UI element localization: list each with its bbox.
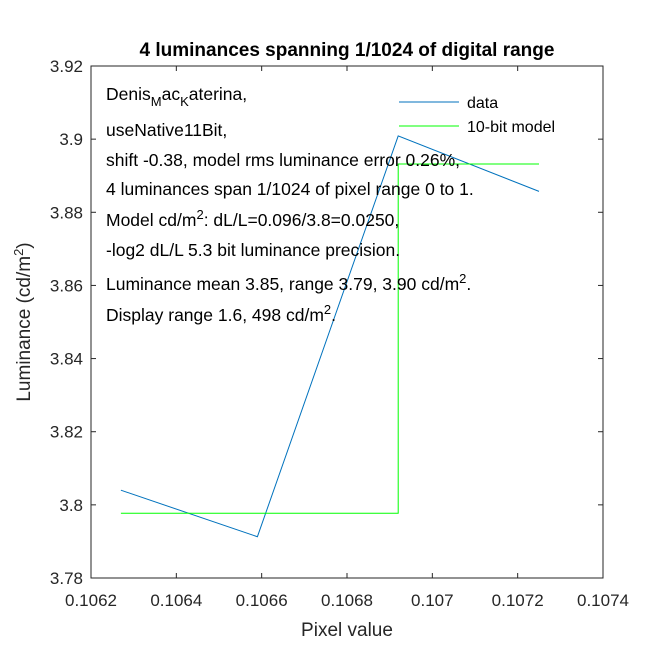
chart-title: 4 luminances spanning 1/1024 of digital … bbox=[140, 40, 555, 61]
annotation-block: DenisMacKaterina, useNative11Bit, shift … bbox=[106, 84, 474, 325]
annotation-line-4: 4 luminances span 1/1024 of pixel range … bbox=[106, 179, 474, 199]
x-ticks: 0.1062 0.1064 0.1066 0.1068 0.107 0.1072 0.107… bbox=[65, 66, 629, 610]
series-line-10-bit-model bbox=[120, 163, 539, 514]
annotation-line-5-b: : dL/L=0.096/3.8=0.0250, bbox=[204, 210, 400, 230]
annotation-line-7-a: Luminance mean 3.85, range 3.79, 3.90 cd… bbox=[106, 274, 459, 294]
x-tick-label: 0.1062 bbox=[65, 591, 117, 610]
annotation-line-3: shift -0.38, model rms luminance error 0… bbox=[106, 150, 460, 170]
y-tick-label: 3.88 bbox=[50, 203, 83, 222]
annotation-line-1-c: aterina, bbox=[189, 84, 247, 104]
y-axis-label: Luminance (cd/m2) bbox=[11, 242, 35, 401]
annotation-line-8-b: . bbox=[331, 305, 336, 325]
plot-area bbox=[90, 65, 604, 579]
y-tick-label: 3.9 bbox=[59, 130, 83, 149]
y-tick-label: 3.78 bbox=[50, 569, 83, 588]
y-tick-label: 3.84 bbox=[50, 350, 83, 369]
x-axis-label: Pixel value bbox=[301, 620, 393, 641]
y-tick-label: 3.8 bbox=[59, 496, 83, 515]
y-tick-label: 3.82 bbox=[50, 423, 83, 442]
annotation-line-8-a: Display range 1.6, 498 cd/m bbox=[106, 305, 324, 325]
x-tick-label: 0.1064 bbox=[150, 591, 202, 610]
y-tick-label: 3.86 bbox=[50, 276, 83, 295]
annotation-line-7: Luminance mean 3.85, range 3.79, 3.90 cd… bbox=[106, 271, 471, 294]
y-tick-label: 3.92 bbox=[50, 57, 83, 76]
y-axis-label-sup: 2 bbox=[11, 249, 26, 256]
annotation-line-5-sup: 2 bbox=[196, 207, 203, 222]
annotation-line-8: Display range 1.6, 498 cd/m2. bbox=[106, 302, 336, 325]
annotation-line-7-sup: 2 bbox=[459, 271, 466, 286]
x-tick-label: 0.1072 bbox=[492, 591, 544, 610]
x-tick-label: 0.1066 bbox=[236, 591, 288, 610]
x-tick-label: 0.1074 bbox=[577, 591, 629, 610]
annotation-line-1-sub2: K bbox=[180, 94, 189, 109]
annotation-line-1: DenisMacKaterina, bbox=[106, 84, 247, 109]
annotation-line-1-b: ac bbox=[162, 84, 181, 104]
annotation-line-5: Model cd/m2: dL/L=0.096/3.8=0.0250, bbox=[106, 207, 399, 230]
annotation-line-6: -log2 dL/L 5.3 bit luminance precision. bbox=[106, 240, 400, 260]
annotation-line-1-sub1: M bbox=[151, 94, 162, 109]
annotation-line-2: useNative11Bit, bbox=[106, 120, 227, 140]
series-layer bbox=[120, 135, 540, 538]
annotation-line-5-a: Model cd/m bbox=[106, 210, 196, 230]
x-tick-label: 0.107 bbox=[411, 591, 454, 610]
annotation-line-1-a: Denis bbox=[106, 84, 151, 104]
annotation-line-8-sup: 2 bbox=[324, 302, 331, 317]
legend: data 10-bit model bbox=[399, 95, 555, 136]
x-tick-label: 0.1068 bbox=[321, 591, 373, 610]
y-ticks: 3.78 3.8 3.82 3.84 3.86 3.88 3.9 3.92 bbox=[50, 57, 603, 588]
annotation-line-7-b: . bbox=[466, 274, 471, 294]
legend-label-data: data bbox=[467, 95, 498, 112]
legend-label-model: 10-bit model bbox=[467, 119, 555, 136]
y-axis-label-main: Luminance (cd/m bbox=[14, 256, 35, 402]
y-axis-label-end: ) bbox=[14, 242, 35, 248]
